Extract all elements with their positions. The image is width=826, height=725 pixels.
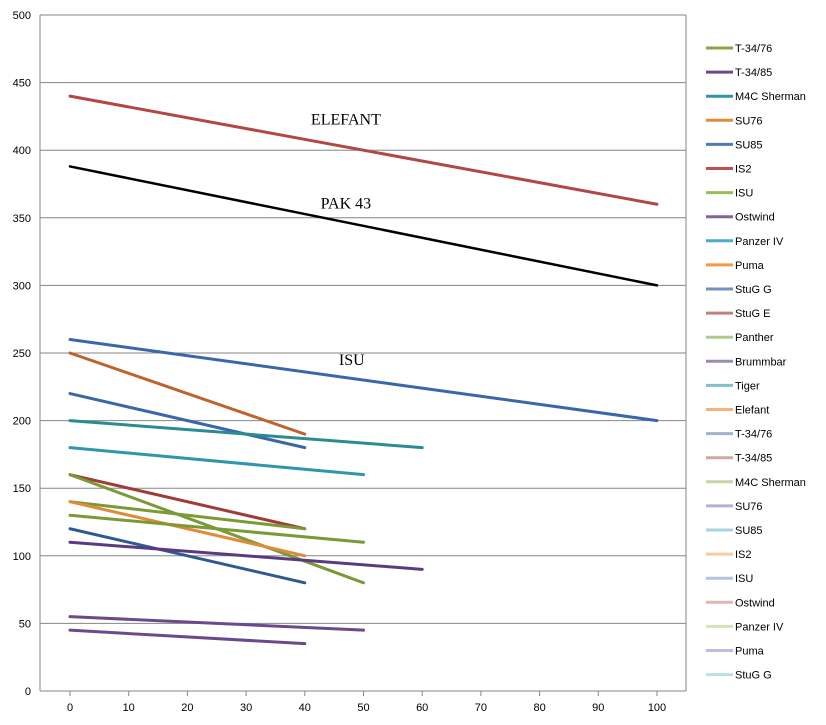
series-line	[68, 419, 424, 450]
series-line	[68, 446, 365, 477]
legend-label: T-34/85	[735, 67, 772, 79]
series-line	[68, 615, 365, 632]
gridlines	[40, 14, 686, 624]
legend: T-34/76 T-34/85 M4C Sherman SU76 SU85 IS2 ISU O…	[706, 43, 806, 682]
legend-label: Panther	[735, 332, 774, 344]
x-tick-label: 80	[533, 702, 545, 714]
legend-label: M4C Sherman	[735, 91, 806, 103]
legend-label: SU76	[735, 501, 763, 513]
x-tick-label: 20	[181, 702, 193, 714]
series-line	[68, 351, 307, 436]
legend-label: IS2	[735, 549, 752, 561]
x-tick-label: 60	[416, 702, 428, 714]
legend-label: Elefant	[735, 405, 769, 417]
series-line	[68, 165, 659, 287]
legend-label: T-34/85	[735, 453, 772, 465]
legend-label: Tiger	[735, 380, 760, 392]
x-tick-label: 90	[592, 702, 604, 714]
series-line	[68, 500, 307, 531]
legend-label: Brummbar	[735, 356, 787, 368]
legend-label: T-34/76	[735, 429, 772, 441]
legend-label: SU85	[735, 139, 763, 151]
legend-label: T-34/76	[735, 43, 772, 55]
series-line	[68, 473, 307, 531]
x-tick-label: 40	[299, 702, 311, 714]
series-line	[68, 392, 307, 450]
y-tick-label: 150	[13, 483, 31, 495]
series-lines	[68, 94, 659, 646]
y-tick-label: 50	[19, 618, 31, 630]
annotation-label: PAK 43	[321, 195, 372, 212]
annotation-label: ISU	[339, 352, 365, 369]
legend-label: StuG E	[735, 308, 770, 320]
y-tick-label: 350	[13, 213, 31, 225]
legend-label: ISU	[735, 188, 753, 200]
series-line	[68, 500, 307, 558]
y-tick-label: 300	[13, 280, 31, 292]
legend-label: Puma	[735, 260, 765, 272]
x-tick-label: 70	[475, 702, 487, 714]
x-tick-label: 50	[357, 702, 369, 714]
legend-label: StuG G	[735, 284, 772, 296]
legend-label: Panzer IV	[735, 236, 784, 248]
legend-label: Ostwind	[735, 212, 775, 224]
y-tick-label: 400	[13, 145, 31, 157]
y-tick-label: 100	[13, 551, 31, 563]
legend-label: Puma	[735, 646, 765, 658]
x-tick-label: 0	[67, 702, 73, 714]
series-line	[68, 337, 659, 423]
x-tick-label: 10	[123, 702, 135, 714]
y-tick-label: 0	[25, 686, 31, 698]
series-line	[68, 94, 659, 206]
annotations: ELEFANT PAK 43 ISU	[311, 112, 381, 370]
y-tick-label: 200	[13, 416, 31, 428]
legend-label: ISU	[735, 573, 753, 585]
legend-label: IS2	[735, 164, 752, 176]
x-tick-label: 100	[648, 702, 666, 714]
legend-label: SU76	[735, 115, 763, 127]
y-tick-label: 500	[13, 10, 31, 22]
series-line	[68, 527, 307, 585]
legend-label: M4C Sherman	[735, 477, 806, 489]
legend-label: SU85	[735, 525, 763, 537]
y-tick-label: 450	[13, 78, 31, 90]
annotation-label: ELEFANT	[311, 112, 381, 129]
legend-label: StuG G	[735, 670, 772, 682]
series-line	[68, 513, 365, 544]
x-tick-label: 30	[240, 702, 252, 714]
y-tick-label: 250	[13, 348, 31, 360]
axes: 0 50 100 150 200 250 300 350 400 450 500 0 10 20 30 40 5…	[13, 10, 687, 714]
legend-label: Ostwind	[735, 597, 775, 609]
legend-label: Panzer IV	[735, 621, 784, 633]
series-line	[68, 540, 424, 571]
series-line	[68, 628, 307, 646]
